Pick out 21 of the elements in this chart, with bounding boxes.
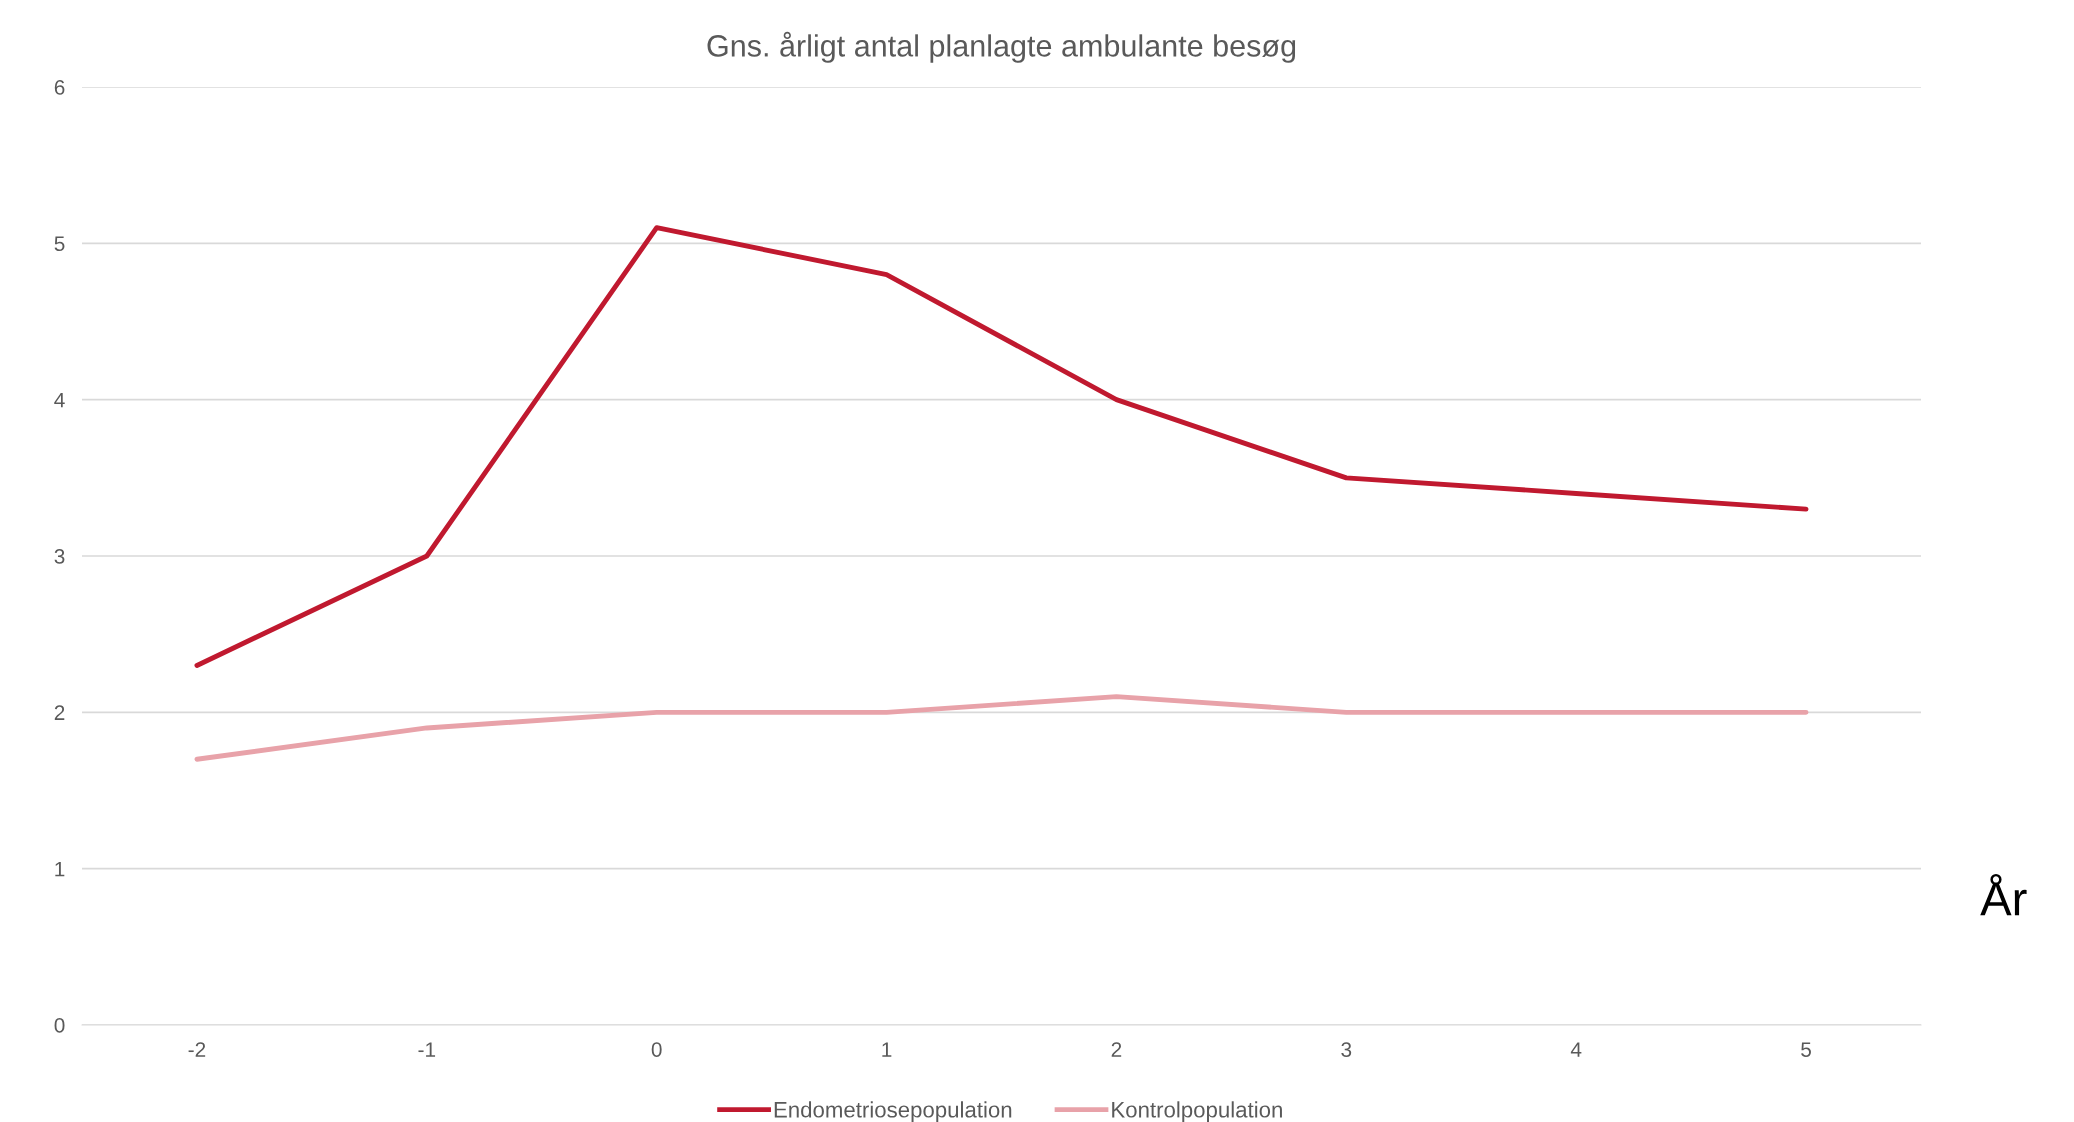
x-tick-label: 4	[1570, 1042, 1582, 1057]
line-series	[194, 694, 1809, 762]
x-tick-label: 2	[1111, 1042, 1122, 1057]
legend-label: Kontrolpopulation	[1112, 1101, 1282, 1122]
y-tick-label: 2	[54, 705, 65, 720]
chart-title: Gns. årligt antal planlagte ambulante besøg	[707, 31, 1296, 63]
y-tick-label: 6	[54, 80, 65, 95]
x-tick-label: 5	[1801, 1042, 1811, 1057]
y-tick-label: 5	[54, 236, 65, 252]
x-tick-label: 0	[651, 1042, 662, 1057]
x-tick-label: -2	[188, 1042, 206, 1057]
y-tick-label: 3	[54, 549, 65, 564]
x-tick-label: 3	[1341, 1042, 1352, 1057]
x-tick-label: -1	[418, 1042, 436, 1057]
y-tick-label: 1	[55, 861, 65, 877]
line-series	[194, 225, 1809, 668]
y-tick-label: 4	[54, 392, 65, 408]
legend-label: Endometriosepopulation	[774, 1101, 1012, 1122]
x-axis-title: År	[1980, 873, 2027, 916]
y-tick-label: 0	[54, 1018, 65, 1033]
x-tick-label: 1	[882, 1042, 892, 1057]
